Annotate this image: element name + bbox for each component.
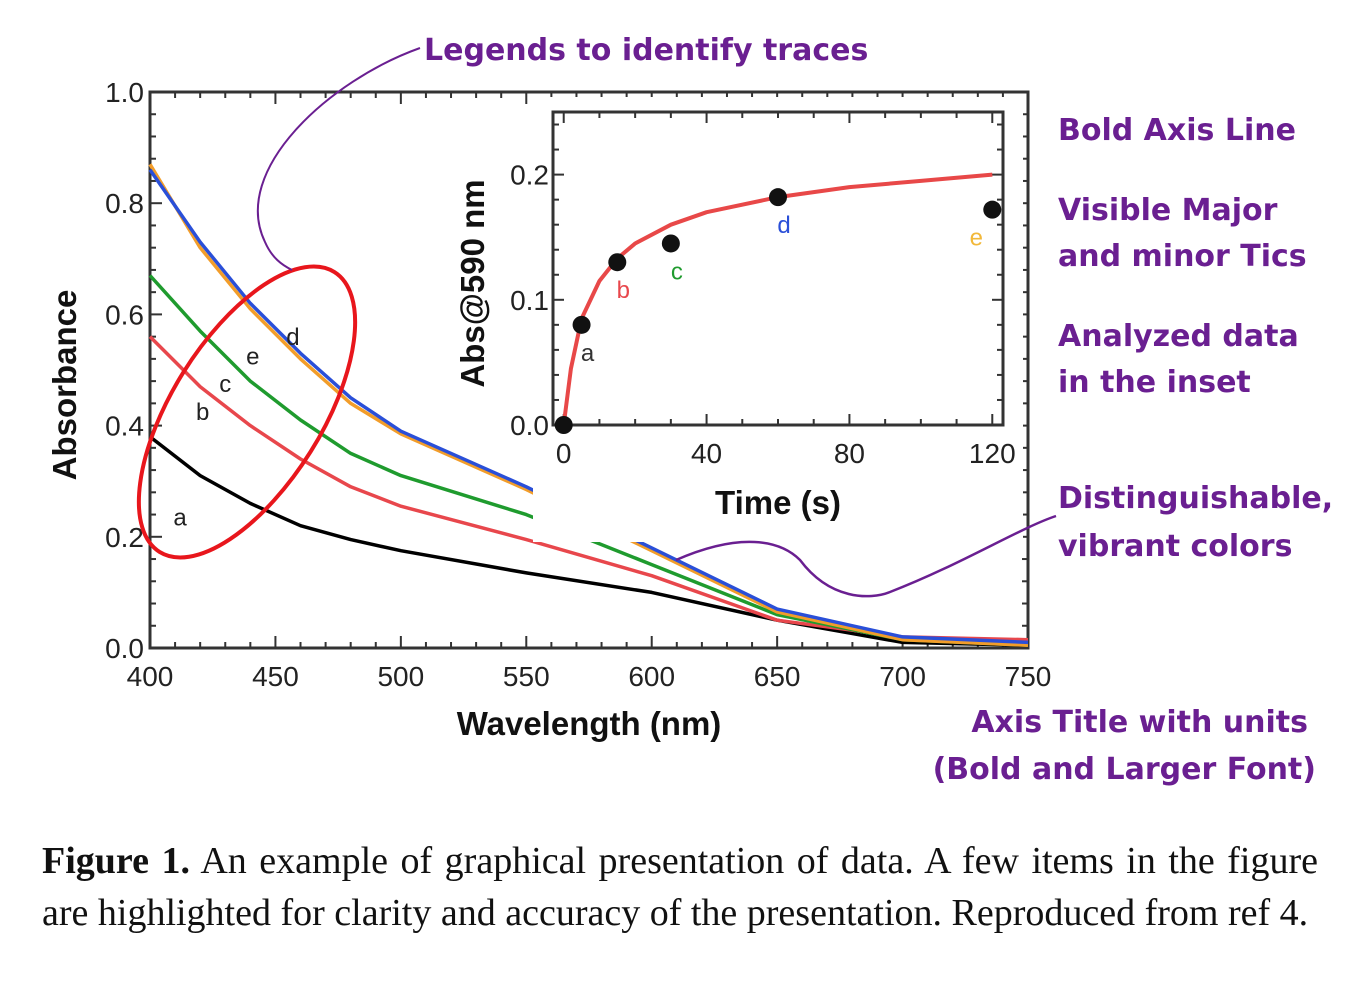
trace-label-a: a: [173, 505, 187, 532]
main-x-tick-label: 400: [127, 661, 174, 692]
main-y-tick-label: 0.6: [105, 299, 144, 330]
main-y-tick-label: 0.2: [105, 522, 144, 553]
inset-x-tick-label: 40: [691, 438, 722, 469]
annotation-inset-line2: in the inset: [1058, 365, 1251, 400]
main-y-tick-label: 1.0: [105, 77, 144, 108]
inset-y-tick-label: 0.1: [510, 285, 549, 316]
annotation-colors-line1: Distinguishable,: [1058, 481, 1333, 516]
annotation-ticks-line2: and minor Tics: [1058, 239, 1307, 274]
main-absorbance-chart: 400 450 500 550 600 650 700 7500.00.20.40.60.81…: [46, 77, 1051, 742]
highlight-ellipse: [136, 264, 358, 560]
trace-line-d: [148, 168, 1029, 645]
trace-line-b: [148, 335, 1029, 642]
annotation-title-line2: (Bold and Larger Font): [933, 752, 1316, 787]
inset-x-tick-label: 120: [969, 438, 1016, 469]
callout-line-colors: [675, 514, 1057, 598]
annotation-ticks-line1: Visible Major: [1058, 193, 1278, 228]
inset-y-axis-title: Abs@590 nm: [454, 179, 491, 387]
callout-line-legends: [257, 47, 421, 271]
main-x-tick-label: 650: [754, 661, 801, 692]
annotation-colors-line2: vibrant colors: [1058, 529, 1292, 564]
inset-point-label-d: d: [777, 212, 790, 239]
caption-text: An example of graphical presentation of …: [42, 840, 1318, 934]
inset-data-point: [608, 253, 627, 272]
inset-y-tick-label: 0.0: [510, 410, 549, 441]
inset-data-point: [661, 234, 680, 253]
caption-label: Figure 1.: [42, 840, 190, 882]
inset-point-label-e: e: [970, 225, 983, 252]
main-x-tick-label: 450: [252, 661, 299, 692]
main-y-axis-title: Absorbance: [46, 290, 83, 481]
inset-x-tick-label: 0: [556, 438, 572, 469]
main-y-tick-label: 0.8: [105, 188, 144, 219]
annotation-overlay: [136, 47, 1057, 598]
trace-label-e: e: [246, 343, 259, 370]
annotation-title-line1: Axis Title with units: [971, 705, 1308, 740]
inset-point-label-b: b: [617, 277, 630, 304]
main-x-tick-label: 500: [377, 661, 424, 692]
inset-data-point: [554, 416, 573, 434]
main-plot-frame: [148, 90, 1030, 650]
annotation-inset-line1: Analyzed data: [1058, 319, 1299, 354]
trace-label-d: d: [286, 324, 299, 351]
inset-data-point: [572, 315, 591, 334]
figure-caption: Figure 1. An example of graphical presen…: [42, 835, 1318, 939]
trace-label-c: c: [219, 371, 231, 398]
trace-label-b: b: [196, 399, 209, 426]
inset-data-point: [983, 200, 1002, 219]
inset-x-axis-title: Time (s): [715, 484, 841, 521]
trace-line-c: [148, 274, 1029, 647]
inset-point-label-c: c: [671, 258, 683, 285]
main-y-tick-label: 0.0: [105, 633, 144, 664]
inset-data-point: [769, 188, 787, 207]
main-x-tick-label: 750: [1005, 661, 1052, 692]
main-x-tick-label: 550: [503, 661, 550, 692]
main-x-tick-label: 600: [628, 661, 675, 692]
inset-x-tick-label: 80: [834, 438, 865, 469]
inset-background: [533, 97, 1023, 542]
annotation-legends: Legends to identify traces: [424, 33, 868, 68]
inset-time-chart: 0 40 80 120 0.0 0.1 0.2 Time (s) Abs@590 nm a b c d e: [454, 97, 1023, 542]
inset-y-tick-label: 0.2: [510, 160, 549, 191]
main-y-tick-label: 0.4: [105, 411, 144, 442]
trace-line-a: [148, 435, 1029, 647]
annotation-axis-line: Bold Axis Line: [1058, 113, 1296, 148]
inset-point-label-a: a: [581, 340, 595, 367]
trace-line-e: [148, 163, 1029, 647]
main-x-axis-title: Wavelength (nm): [457, 705, 722, 742]
main-x-tick-label: 700: [879, 661, 926, 692]
